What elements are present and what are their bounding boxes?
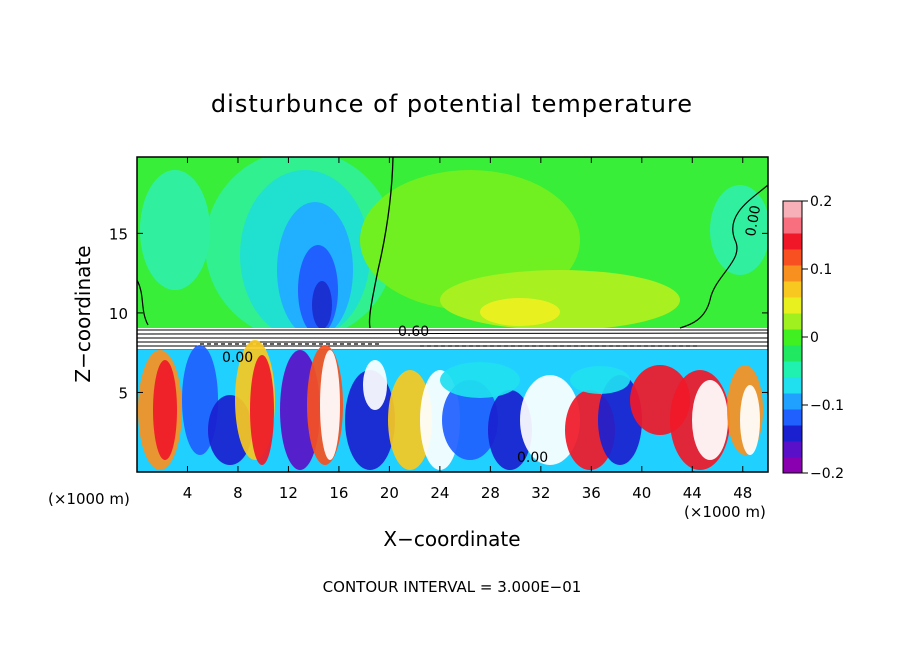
contour-label-000-b: 0.00 bbox=[517, 450, 548, 466]
x-axis: 4 8 12 16 20 24 28 32 36 40 44 48 bbox=[183, 157, 752, 502]
field-blob bbox=[250, 355, 274, 465]
y-tick-label: 15 bbox=[109, 225, 128, 243]
x-tick-label: 20 bbox=[380, 484, 399, 502]
colorbar-swatch bbox=[783, 217, 802, 234]
contour-labels: 0.60 0.00 0.00 0.00 bbox=[222, 204, 764, 466]
contour-line-left bbox=[137, 279, 149, 326]
field-blob bbox=[388, 370, 432, 470]
contour-label-000-a: 0.00 bbox=[222, 350, 253, 366]
inversion-dashes bbox=[200, 343, 700, 347]
x-tick-label: 16 bbox=[329, 484, 348, 502]
contour-interval-note: CONTOUR INTERVAL = 3.000E−01 bbox=[323, 578, 582, 596]
inversion-band bbox=[137, 328, 768, 350]
cool-patch-left bbox=[140, 170, 210, 290]
x-tick-label: 44 bbox=[683, 484, 702, 502]
colorbar-swatch bbox=[783, 441, 802, 458]
field-blob bbox=[442, 380, 498, 460]
contour-line-right bbox=[679, 184, 768, 329]
colorbar-swatch bbox=[783, 361, 802, 378]
contour-line-upper bbox=[368, 157, 394, 329]
contour-label-000-c: 0.00 bbox=[743, 204, 764, 237]
field-blob bbox=[320, 350, 340, 460]
x-tick-label: 4 bbox=[183, 484, 193, 502]
inversion-contours bbox=[137, 329, 768, 351]
x-tick-label: 24 bbox=[430, 484, 449, 502]
colorbar-swatch bbox=[783, 265, 802, 282]
x-tick-label: 8 bbox=[233, 484, 243, 502]
colorbar-tick-label: −0.2 bbox=[810, 466, 844, 482]
plot-frame bbox=[136, 156, 769, 473]
chart-title: disturbunce of potential temperature bbox=[211, 90, 693, 118]
x-tick-label: 36 bbox=[582, 484, 601, 502]
colorbar-swatch bbox=[783, 377, 802, 394]
field-blob bbox=[740, 385, 760, 455]
y-tick-label: 10 bbox=[109, 305, 128, 323]
field-blob bbox=[570, 366, 630, 394]
colorbar-swatch bbox=[783, 329, 802, 346]
colorbar-swatch bbox=[783, 425, 802, 442]
cool-patch-right bbox=[710, 185, 768, 275]
colorbar-swatch bbox=[783, 409, 802, 426]
y-axis-label: Z−coordinate bbox=[71, 245, 95, 382]
colorbar-tick-label: 0.2 bbox=[810, 194, 832, 210]
x-tick-label: 28 bbox=[481, 484, 500, 502]
colorbar-tick-label: −0.1 bbox=[810, 398, 844, 414]
lower-field bbox=[137, 340, 768, 472]
colorbar-ticks: 0.2 0.1 0 −0.1 −0.2 bbox=[802, 194, 844, 482]
y-tick-label: 5 bbox=[118, 384, 128, 402]
colorbar-swatch bbox=[783, 297, 802, 314]
x-tick-label: 12 bbox=[279, 484, 298, 502]
x-tick-label: 40 bbox=[632, 484, 651, 502]
colorbar-swatch bbox=[783, 313, 802, 330]
colorbar-swatch bbox=[783, 345, 802, 362]
x-axis-label: X−coordinate bbox=[383, 527, 520, 551]
colorbar-swatch bbox=[783, 393, 802, 410]
field-blob bbox=[363, 360, 387, 410]
colorbar-swatch bbox=[783, 281, 802, 298]
cool-plume-deep bbox=[312, 281, 332, 329]
x-tick-label: 48 bbox=[733, 484, 752, 502]
colorbar-swatch bbox=[783, 233, 802, 250]
colorbar-swatch bbox=[783, 249, 802, 266]
colorbar-swatches bbox=[783, 201, 802, 474]
colorbar-swatch bbox=[783, 201, 802, 218]
x-tick-label: 32 bbox=[531, 484, 550, 502]
field-blob bbox=[520, 375, 580, 465]
plot-area bbox=[137, 157, 768, 472]
y-axis: 5 10 15 bbox=[109, 225, 768, 402]
colorbar-tick-label: 0.1 bbox=[810, 262, 832, 278]
colorbar-tick-label: 0 bbox=[810, 330, 819, 346]
field-blob bbox=[440, 362, 520, 398]
x-unit-right: (×1000 m) bbox=[684, 503, 766, 521]
upper-field bbox=[140, 157, 768, 340]
x-unit-left: (×1000 m) bbox=[48, 490, 130, 508]
warm-region-3 bbox=[480, 298, 560, 326]
field-blob bbox=[692, 380, 728, 460]
warm-region-2 bbox=[440, 270, 680, 330]
colorbar: 0.2 0.1 0 −0.1 −0.2 bbox=[782, 194, 844, 482]
colorbar-swatch bbox=[783, 457, 802, 474]
field-blob bbox=[153, 360, 177, 460]
contour-label-060: 0.60 bbox=[398, 324, 429, 340]
